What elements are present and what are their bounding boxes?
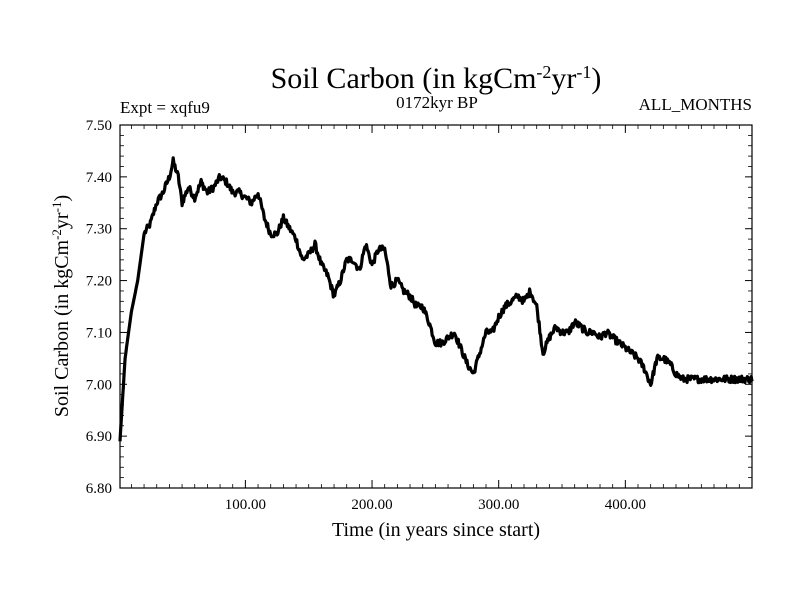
y-tick-label: 7.20 xyxy=(86,274,112,290)
x-tick-label: 200.00 xyxy=(351,497,392,513)
chart-title: Soil Carbon (in kgCm-2yr-1) xyxy=(271,62,602,95)
expt-label: Expt = xqfu9 xyxy=(120,98,210,117)
minor-ticks xyxy=(120,125,752,488)
y-tick-label: 6.90 xyxy=(86,429,112,445)
y-axis: 6.80 6.90 7.00 7.10 7.20 7.30 7.40 7.50 xyxy=(86,118,752,497)
y-axis-label: Soil Carbon (in kgCm-2yr-1) xyxy=(49,195,74,417)
y-tick-label: 7.10 xyxy=(86,325,112,341)
period-label: 0172kyr BP xyxy=(396,93,478,112)
x-tick-label: 400.00 xyxy=(605,497,646,513)
x-axis: 100.00 200.00 300.00 400.00 xyxy=(225,125,646,513)
months-label: ALL_MONTHS xyxy=(639,95,752,114)
x-tick-label: 100.00 xyxy=(225,497,266,513)
plot-frame xyxy=(119,124,753,489)
series-line-soil-carbon xyxy=(118,156,754,442)
y-tick-label: 6.80 xyxy=(86,481,112,497)
y-tick-label: 7.30 xyxy=(86,222,112,238)
x-tick-label: 300.00 xyxy=(478,497,519,513)
x-axis-label: Time (in years since start) xyxy=(332,519,540,541)
y-tick-label: 7.00 xyxy=(86,377,112,393)
y-tick-label: 7.50 xyxy=(86,118,112,134)
y-tick-label: 7.40 xyxy=(86,170,112,186)
